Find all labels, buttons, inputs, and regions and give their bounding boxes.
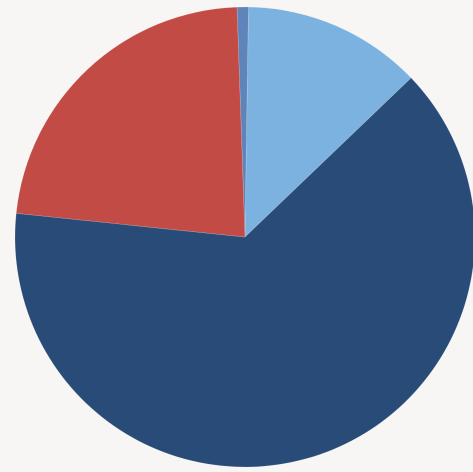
- pie-slice-2: [244, 6, 412, 238]
- pie-slices: [14, 6, 473, 468]
- pie-slice-3: [14, 77, 473, 468]
- pie-slice-4: [15, 6, 246, 238]
- pie-slice-1: [236, 6, 249, 238]
